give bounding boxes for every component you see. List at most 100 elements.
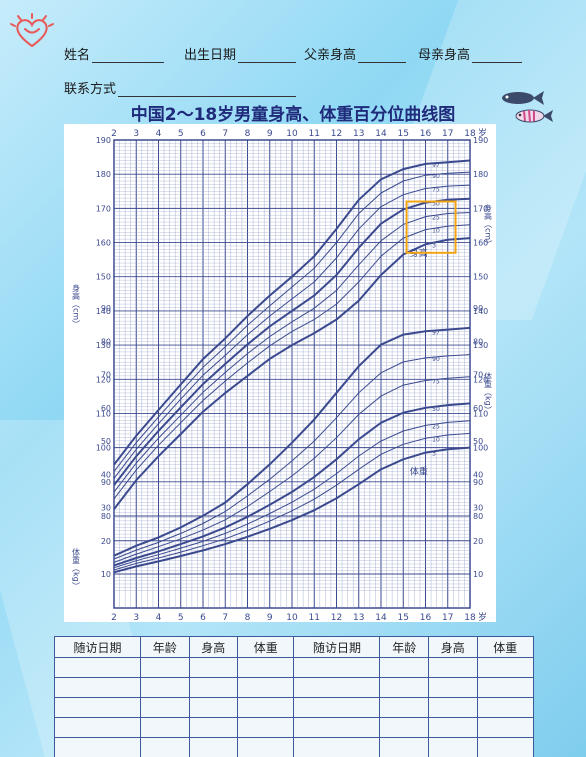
table-cell[interactable]: [188, 677, 239, 698]
mother-height-input-line[interactable]: [472, 50, 523, 63]
weight-percentile-label: 25: [432, 423, 440, 430]
table-cell[interactable]: [237, 717, 295, 738]
table-cell[interactable]: [476, 717, 534, 738]
table-cell[interactable]: [53, 717, 142, 738]
table-cell[interactable]: [476, 737, 534, 757]
x-tick-label-top: 9: [267, 129, 273, 139]
contact-input-line[interactable]: [118, 84, 297, 97]
x-tick-label-top: 14: [375, 129, 387, 139]
height-tick-label: 170: [96, 204, 111, 213]
table-cell[interactable]: [427, 737, 478, 757]
table-cell[interactable]: [140, 737, 190, 757]
highlight-box: [405, 200, 457, 254]
table-cell[interactable]: [379, 657, 429, 678]
weight-tick-label: 10: [473, 570, 483, 579]
weight-percentile-line-p75: [113, 376, 471, 563]
table-cell[interactable]: [427, 697, 478, 718]
table-cell[interactable]: [293, 737, 381, 757]
x-tick-label-bottom: 3: [133, 613, 139, 622]
table-cell[interactable]: [293, 677, 381, 698]
table-cell[interactable]: [476, 697, 534, 718]
table-cell[interactable]: [237, 737, 295, 757]
x-tick-label-top: 17: [442, 129, 453, 139]
growth-chart: 2 2 3 3 4 4 5 5 6 6 7 7 8 8 9 9 10 10 11 11 12 12 13 13 14 14 15 15…: [64, 124, 496, 622]
table-cell[interactable]: [140, 697, 190, 718]
table-cell[interactable]: [379, 737, 429, 757]
table-cell[interactable]: [188, 657, 239, 678]
table-cell[interactable]: [476, 657, 534, 678]
height-tick-label: 160: [96, 239, 111, 248]
father-height-field[interactable]: 父亲身高: [304, 44, 407, 63]
height-percentile-line-p50: [113, 197, 471, 486]
father-height-input-line[interactable]: [358, 50, 407, 63]
weight-tick-label: 80: [101, 337, 111, 346]
birth-date-field[interactable]: 出生日期: [184, 44, 297, 63]
weight-tick-label: 60: [473, 404, 483, 413]
weight-tick-label: 10: [101, 570, 111, 579]
x-tick-label-bottom: 13: [353, 613, 364, 622]
x-tick-label-top: 15: [398, 129, 409, 139]
table-cell[interactable]: [427, 717, 478, 738]
table-header-cell: 身高: [188, 636, 239, 658]
x-tick-label-bottom: 9: [267, 613, 273, 622]
table-cell[interactable]: [53, 697, 142, 718]
fish-decoration-icon: [502, 91, 553, 123]
table-body: [53, 657, 534, 757]
table-header-cell: 身高: [427, 636, 478, 658]
name-input-line[interactable]: [92, 50, 165, 63]
x-tick-label-top: 4: [156, 129, 162, 139]
name-field[interactable]: 姓名: [64, 44, 165, 63]
table-cell[interactable]: [53, 677, 142, 698]
table-cell[interactable]: [237, 657, 295, 678]
table-cell[interactable]: [379, 677, 429, 698]
x-tick-label-bottom: 15: [398, 613, 409, 622]
mother-height-label: 母亲身高: [418, 48, 471, 63]
weight-tick-label: 20: [473, 537, 483, 546]
table-cell[interactable]: [140, 677, 190, 698]
table-cell[interactable]: [53, 657, 142, 678]
x-tick-label-top: 6: [200, 129, 206, 139]
height-tick-label: 150: [96, 273, 111, 282]
table-cell[interactable]: [427, 657, 478, 678]
table-cell[interactable]: [379, 717, 429, 738]
x-tick-label-bottom: 2: [111, 613, 117, 622]
height-percentile-line-p75: [113, 184, 471, 479]
table-cell[interactable]: [379, 697, 429, 718]
weight-percentile-line-p25: [113, 420, 471, 569]
weight-tick-label: 30: [473, 504, 483, 513]
height-percentile-label: 25: [432, 215, 440, 222]
mother-height-field[interactable]: 母亲身高: [418, 44, 523, 63]
chart-title: 中国2～18岁男童身高、体重百分位曲线图: [130, 105, 456, 125]
height-percentile-line-p90: [113, 171, 471, 472]
table-cell[interactable]: [427, 677, 478, 698]
x-tick-label-bottom: 10: [286, 613, 298, 622]
table-cell[interactable]: [293, 657, 381, 678]
x-tick-label-top: 5: [178, 129, 184, 139]
table-cell[interactable]: [237, 697, 295, 718]
weight-tick-label: 20: [101, 537, 111, 546]
height-percentile-label: 75: [432, 187, 440, 194]
weight-axis-title-left: 体重（kg）: [72, 547, 81, 590]
contact-field[interactable]: 联系方式: [64, 78, 297, 97]
height-tick-label: 140: [96, 307, 111, 316]
weight-percentile-label: 3: [432, 451, 436, 458]
table-cell[interactable]: [237, 677, 295, 698]
table-cell[interactable]: [293, 717, 381, 738]
x-tick-label-top: 8: [245, 129, 251, 139]
table-cell[interactable]: [188, 717, 239, 738]
table-cell[interactable]: [140, 657, 190, 678]
height-tick-label: 110: [473, 409, 488, 418]
table-cell[interactable]: [188, 697, 239, 718]
x-unit-label: 岁: [478, 127, 487, 139]
table-header-row: 随访日期 年龄 身高 体重 随访日期 年龄 身高 体重: [53, 636, 534, 658]
weight-tick-label: 90: [473, 304, 483, 313]
table-cell[interactable]: [140, 717, 190, 738]
table-cell[interactable]: [53, 737, 142, 757]
birth-date-input-line[interactable]: [238, 50, 297, 63]
weight-percentile-label: 97: [432, 329, 440, 336]
table-cell[interactable]: [476, 677, 534, 698]
table-cell[interactable]: [293, 697, 381, 718]
x-tick-label-top: 18: [464, 129, 476, 139]
table-cell[interactable]: [188, 737, 239, 757]
